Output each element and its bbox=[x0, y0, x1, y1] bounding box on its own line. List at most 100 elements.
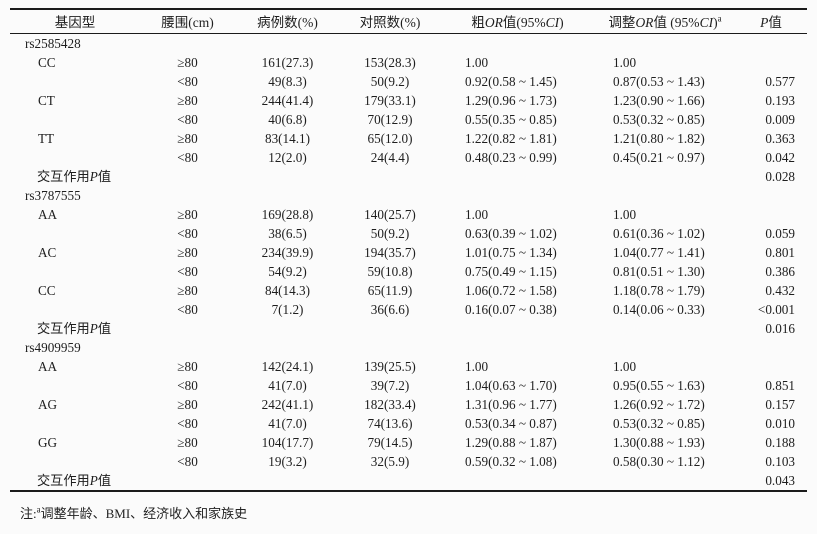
cell-cases: 83(14.1) bbox=[264, 130, 311, 146]
cell-crude_or: 0.92(0.58 ~ 1.45) bbox=[465, 73, 557, 89]
cell-waist: <80 bbox=[177, 453, 198, 469]
cell-genotype bbox=[10, 376, 140, 395]
cell-crude_or: 0.16(0.07 ~ 0.38) bbox=[465, 301, 557, 317]
cell-cases: 38(6.5) bbox=[268, 225, 307, 241]
cell-waist: ≥80 bbox=[177, 358, 198, 374]
cell-waist: <80 bbox=[177, 415, 198, 431]
cell-p: 0.010 bbox=[765, 415, 795, 431]
cell-genotype bbox=[10, 300, 140, 319]
snp-id: rs4909959 bbox=[25, 339, 81, 355]
cell-controls: 39(7.2) bbox=[370, 377, 410, 393]
cell-p bbox=[735, 357, 807, 376]
cell-controls: 24(4.4) bbox=[370, 149, 410, 165]
cell-controls: 65(11.9) bbox=[367, 282, 413, 298]
cell-cases: 40(6.8) bbox=[268, 111, 307, 127]
cell-cases: 12(2.0) bbox=[268, 149, 307, 165]
cell-genotype: CT bbox=[38, 92, 55, 108]
column-header-p: P值 bbox=[760, 15, 782, 31]
cell-cases: 19(3.2) bbox=[268, 453, 307, 469]
interaction-p-row: 交互作用P值 0.043 bbox=[10, 471, 807, 491]
cell-genotype bbox=[10, 110, 140, 129]
data-row: <80 49(8.3) 50(9.2) 0.92(0.58 ~ 1.45) 0.87(0… bbox=[10, 72, 807, 91]
cell-cases: 234(39.9) bbox=[261, 244, 314, 260]
snp-id: rs2585428 bbox=[25, 35, 81, 51]
cell-controls: 140(25.7) bbox=[364, 206, 416, 222]
interaction-p-row: 交互作用P值 0.016 bbox=[10, 319, 807, 338]
cell-waist: ≥80 bbox=[177, 396, 198, 412]
cell-waist: <80 bbox=[177, 225, 198, 241]
cell-cases: 244(41.4) bbox=[261, 92, 314, 108]
data-row: <80 19(3.2) 32(5.9) 0.59(0.32 ~ 1.08) 0.58(0… bbox=[10, 452, 807, 471]
cell-p: 0.577 bbox=[765, 73, 795, 89]
cell-adjusted_or: 0.58(0.30 ~ 1.12) bbox=[613, 453, 705, 469]
cell-p bbox=[735, 205, 807, 224]
cell-p: 0.432 bbox=[765, 282, 795, 298]
column-header-waist: 腰围(cm) bbox=[161, 15, 214, 31]
cell-waist: <80 bbox=[177, 73, 198, 89]
column-header-controls: 对照数(%) bbox=[359, 15, 421, 31]
cell-controls: 50(9.2) bbox=[370, 225, 410, 241]
cell-controls: 139(25.5) bbox=[364, 358, 416, 374]
cell-genotype bbox=[10, 72, 140, 91]
cell-genotype bbox=[10, 452, 140, 471]
cell-adjusted_or: 0.14(0.06 ~ 0.33) bbox=[613, 301, 705, 317]
cell-crude_or: 1.06(0.72 ~ 1.58) bbox=[465, 282, 557, 298]
interaction-p-row: 交互作用P值 0.028 bbox=[10, 167, 807, 186]
cell-adjusted_or: 1.00 bbox=[613, 358, 637, 374]
cell-p: 0.016 bbox=[765, 320, 795, 336]
cell-genotype bbox=[10, 224, 140, 243]
cell-cases: 142(24.1) bbox=[261, 358, 314, 374]
data-row: <80 7(1.2) 36(6.6) 0.16(0.07 ~ 0.38) 0.14(0.… bbox=[10, 300, 807, 319]
snp-group-row: rs2585428 bbox=[10, 33, 807, 53]
cell-genotype: CC bbox=[38, 282, 56, 298]
table-header: 基因型 腰围(cm) 病例数(%) 对照数(%) 粗OR值(95%CI) 调整OR值 (9… bbox=[10, 9, 807, 33]
cell-genotype: AG bbox=[38, 396, 58, 412]
cell-adjusted_or: 0.45(0.21 ~ 0.97) bbox=[613, 149, 705, 165]
cell-waist: ≥80 bbox=[177, 130, 198, 146]
data-row: AC ≥80 234(39.9) 194(35.7) 1.01(0.75 ~ 1.34)… bbox=[10, 243, 807, 262]
cell-adjusted_or: 1.26(0.92 ~ 1.72) bbox=[613, 396, 705, 412]
column-header-crude_or: 粗OR值(95%CI) bbox=[471, 15, 564, 31]
cell-crude_or: 0.53(0.34 ~ 0.87) bbox=[465, 415, 557, 431]
cell-p: 0.103 bbox=[765, 453, 795, 469]
cell-p: 0.043 bbox=[765, 472, 795, 488]
cell-crude_or: 1.04(0.63 ~ 1.70) bbox=[465, 377, 557, 393]
cell-p: 0.042 bbox=[765, 149, 795, 165]
cell-cases: 84(14.3) bbox=[264, 282, 311, 298]
cell-adjusted_or: 0.53(0.32 ~ 0.85) bbox=[613, 415, 705, 431]
data-row: GG ≥80 104(17.7) 79(14.5) 1.29(0.88 ~ 1.87) 1… bbox=[10, 433, 807, 452]
cell-waist: <80 bbox=[177, 301, 198, 317]
cell-p: 0.386 bbox=[765, 263, 795, 279]
genotype-or-table: 基因型 腰围(cm) 病例数(%) 对照数(%) 粗OR值(95%CI) 调整OR值 (9… bbox=[10, 8, 807, 492]
cell-genotype: TT bbox=[38, 130, 55, 146]
cell-crude_or: 1.00 bbox=[465, 358, 489, 374]
cell-genotype: GG bbox=[38, 434, 58, 450]
cell-p: 0.801 bbox=[765, 244, 795, 260]
data-row: AA ≥80 142(24.1) 139(25.5) 1.00 1.00 bbox=[10, 357, 807, 376]
table-footnote: 注:a调整年龄、BMI、经济收入和家族史 bbox=[20, 504, 248, 521]
data-row: <80 12(2.0) 24(4.4) 0.48(0.23 ~ 0.99) 0.45(0… bbox=[10, 148, 807, 167]
interaction-p-label: 交互作用P值 bbox=[37, 472, 111, 488]
cell-controls: 32(5.9) bbox=[370, 453, 410, 469]
data-row: AG ≥80 242(41.1) 182(33.4) 1.31(0.96 ~ 1.77)… bbox=[10, 395, 807, 414]
cell-adjusted_or: 1.00 bbox=[613, 54, 637, 70]
cell-cases: 54(9.2) bbox=[268, 263, 307, 279]
cell-waist: ≥80 bbox=[177, 54, 198, 70]
cell-crude_or: 0.48(0.23 ~ 0.99) bbox=[465, 149, 557, 165]
cell-cases: 49(8.3) bbox=[268, 73, 307, 89]
cell-crude_or: 0.75(0.49 ~ 1.15) bbox=[465, 263, 557, 279]
data-row: AA ≥80 169(28.8) 140(25.7) 1.00 1.00 bbox=[10, 205, 807, 224]
cell-cases: 242(41.1) bbox=[261, 396, 314, 412]
cell-adjusted_or: 1.18(0.78 ~ 1.79) bbox=[613, 282, 705, 298]
snp-group-row: rs4909959 bbox=[10, 338, 807, 357]
cell-controls: 59(10.8) bbox=[367, 263, 413, 279]
cell-p: <0.001 bbox=[757, 301, 795, 317]
cell-adjusted_or: 1.04(0.77 ~ 1.41) bbox=[613, 244, 705, 260]
cell-cases: 161(27.3) bbox=[261, 54, 314, 70]
cell-crude_or: 0.55(0.35 ~ 0.85) bbox=[465, 111, 557, 127]
cell-adjusted_or: 0.81(0.51 ~ 1.30) bbox=[613, 263, 705, 279]
cell-genotype: AA bbox=[38, 358, 58, 374]
cell-controls: 194(35.7) bbox=[364, 244, 416, 260]
cell-p: 0.188 bbox=[765, 434, 795, 450]
cell-p: 0.028 bbox=[765, 168, 795, 184]
